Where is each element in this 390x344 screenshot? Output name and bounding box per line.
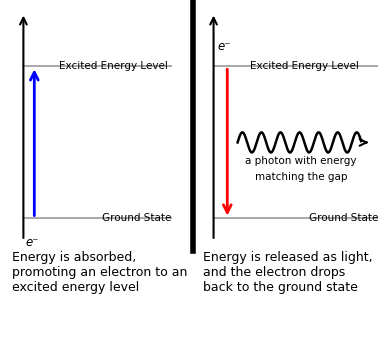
Text: a photon with energy
matching the gap: a photon with energy matching the gap [245,156,357,182]
Text: e⁻: e⁻ [217,40,230,53]
Text: Ground State: Ground State [102,213,172,224]
Text: Ground State: Ground State [309,213,378,224]
Text: Excited Energy Level: Excited Energy Level [59,61,168,72]
Text: Energy is absorbed,
promoting an electron to an
excited energy level: Energy is absorbed, promoting an electro… [12,251,187,294]
Text: Excited Energy Level: Excited Energy Level [250,61,358,72]
Text: e⁻: e⁻ [25,236,39,249]
Text: Energy is released as light,
and the electron drops
back to the ground state: Energy is released as light, and the ele… [203,251,372,294]
